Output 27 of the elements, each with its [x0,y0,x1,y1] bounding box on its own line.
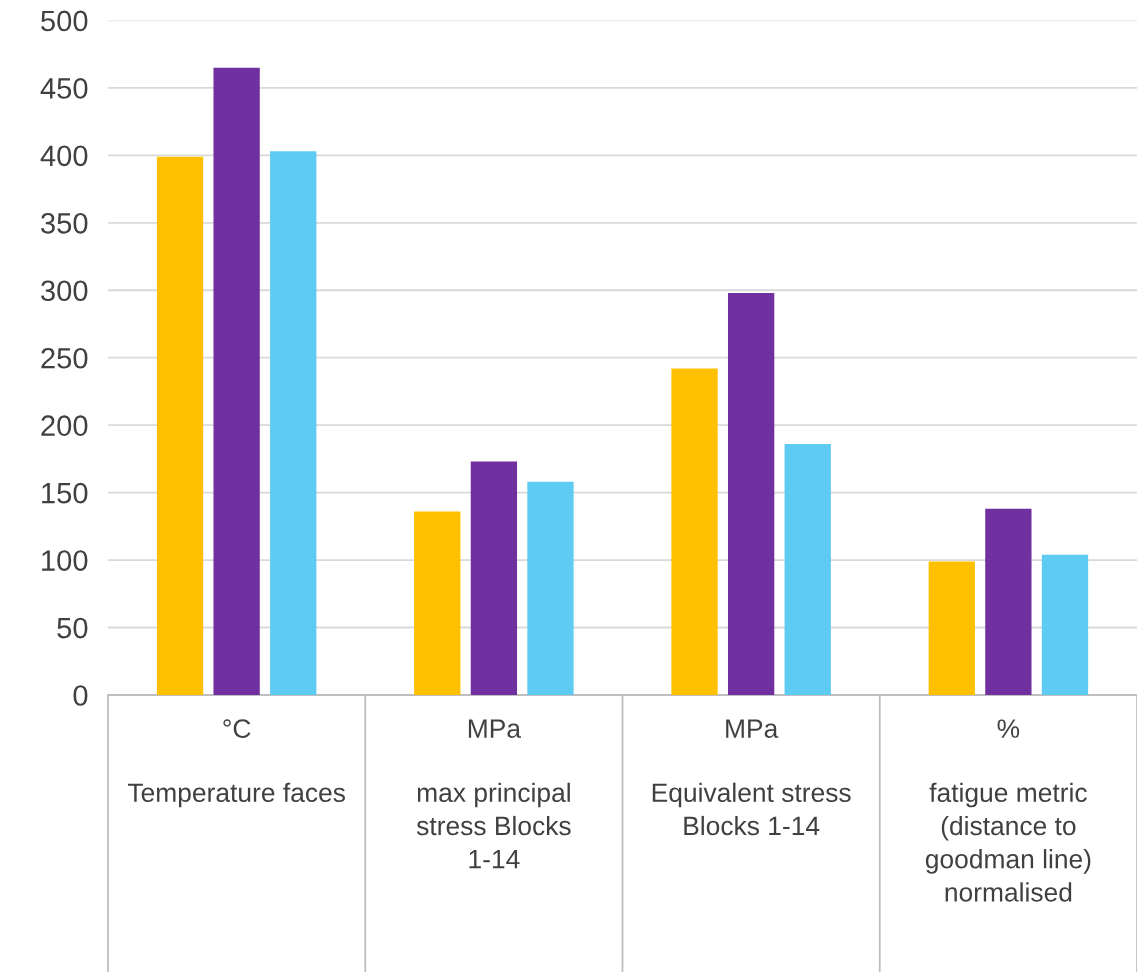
y-tick-label: 400 [40,145,88,167]
y-tick-label: 150 [42,482,88,504]
y-tick-label: 0 [73,685,88,706]
bar [270,151,317,695]
y-tick-label: 450 [40,78,88,99]
bar [213,67,260,695]
category-label: MPa max principal stress Blocks 1-14 [416,719,571,869]
bar [671,368,718,695]
category-label: °C Temperature faces [127,719,345,808]
bar [784,444,831,695]
y-tick-label: 300 [41,280,88,302]
y-tick-label: 50 [57,617,88,639]
y-tick-label: 350 [41,212,88,234]
y-tick-label: 100 [42,550,88,571]
bar [1041,554,1089,695]
y-tick-label: 250 [41,347,88,369]
bar [985,508,1032,695]
bar [156,156,204,695]
bar [727,292,775,695]
bar [527,481,574,695]
y-tick-label: 500 [41,10,88,32]
category-label: % fatigue metric (distance to goodman line) normalised [925,719,1091,902]
bar [470,461,518,695]
y-tick-label: 200 [41,415,88,437]
category-label: MPa Equivalent stress Blocks 1-14 [652,719,851,836]
bar [414,511,461,695]
bar [928,561,975,695]
